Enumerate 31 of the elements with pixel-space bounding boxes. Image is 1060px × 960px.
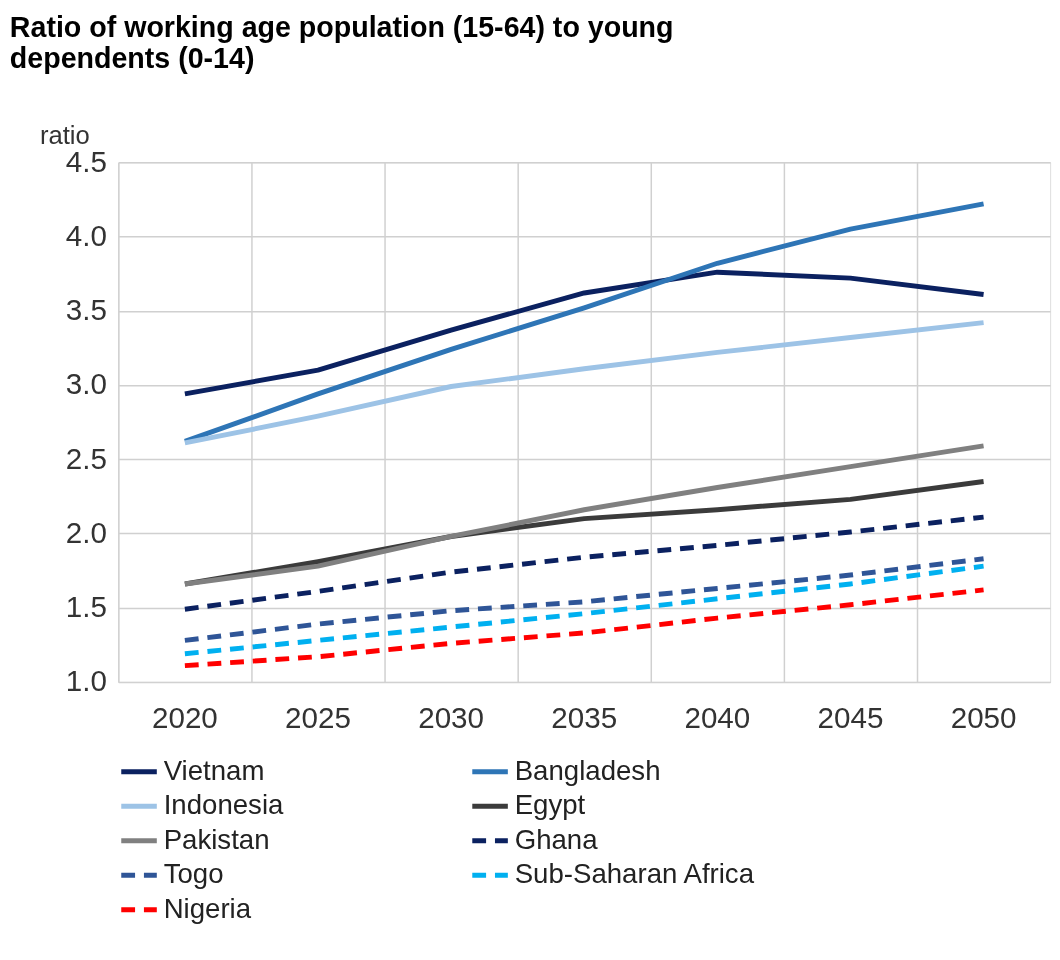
y-tick-label: 2.0: [65, 515, 107, 549]
x-tick-label: 2050: [950, 700, 1017, 734]
line-series: [182, 269, 987, 397]
x-tick-label: 2035: [551, 700, 618, 734]
x-tick-label: 2030: [418, 700, 485, 734]
legend-label: Pakistan: [163, 823, 270, 855]
legend-label: Sub-Saharan Africa: [514, 858, 755, 890]
legend-label: Nigeria: [163, 892, 252, 924]
line-series: [182, 556, 987, 643]
chart-title: Ratio of working age population (15-64) to young dependents (0-14): [9, 11, 674, 74]
legend-label: Togo: [163, 858, 224, 890]
y-tick-label: 1.5: [65, 590, 107, 624]
x-tick-label: 2045: [817, 700, 884, 734]
line-series: [182, 443, 987, 587]
y-tick-label: 1.0: [65, 664, 107, 698]
line-series: [182, 587, 987, 669]
x-tick-label: 2025: [285, 700, 351, 734]
legend-label: Ghana: [514, 823, 599, 855]
x-tick-label: 2020: [151, 700, 218, 734]
y-tick-label: 2.5: [65, 441, 107, 475]
y-tick-label: 3.0: [65, 367, 107, 401]
legend-label: Indonesia: [163, 789, 285, 821]
legend-label: Vietnam: [163, 754, 265, 786]
line-series: [182, 563, 987, 657]
line-series: [182, 320, 987, 446]
y-tick-label: 4.0: [65, 218, 107, 252]
x-tick-label: 2040: [684, 700, 751, 734]
legend-label: Bangladesh: [514, 754, 661, 786]
legend-label: Egypt: [514, 789, 586, 821]
y-tick-label: 3.5: [65, 293, 107, 327]
line-series: [182, 514, 987, 612]
